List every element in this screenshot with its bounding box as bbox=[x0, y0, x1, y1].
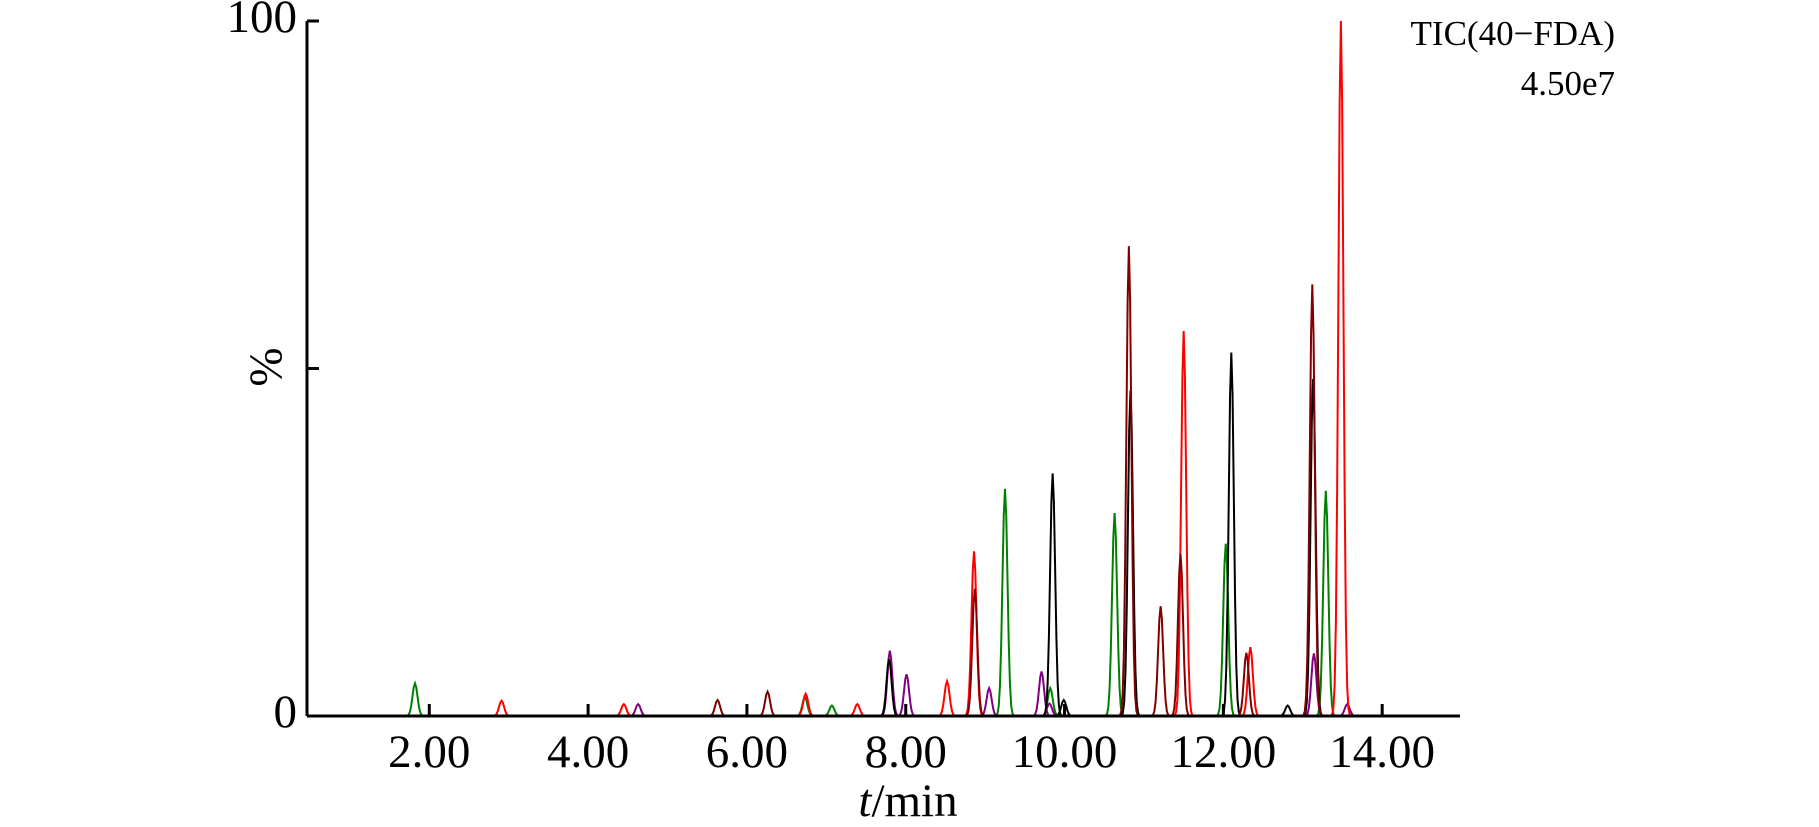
x-tick-label: 10.00 bbox=[1012, 726, 1118, 778]
x-tick-label: 4.00 bbox=[547, 726, 629, 778]
series bbox=[705, 246, 1325, 717]
x-axis-unit: /min bbox=[871, 775, 957, 827]
x-tick-label: 2.00 bbox=[388, 726, 470, 778]
peak bbox=[1029, 671, 1055, 717]
annotation: 4.50e7 bbox=[1521, 64, 1615, 103]
x-tick-label: 6.00 bbox=[706, 726, 788, 778]
peak bbox=[489, 698, 515, 717]
annotation: TIC(40−FDA) bbox=[1411, 14, 1615, 53]
peak bbox=[876, 658, 902, 717]
peak bbox=[1299, 284, 1325, 717]
peak bbox=[962, 588, 988, 717]
peak bbox=[1334, 702, 1360, 717]
peak bbox=[961, 551, 987, 717]
x-axis-label: t/min bbox=[858, 775, 957, 827]
y-axis-label: % bbox=[240, 347, 292, 386]
series bbox=[876, 352, 1326, 717]
peak bbox=[1148, 606, 1174, 717]
x-tick-label: 8.00 bbox=[865, 726, 947, 778]
x-tick-label: 14.00 bbox=[1329, 726, 1435, 778]
peak bbox=[1275, 704, 1301, 717]
series bbox=[402, 488, 1339, 717]
peak bbox=[1116, 246, 1142, 717]
peak bbox=[1328, 20, 1354, 717]
peak bbox=[402, 680, 428, 717]
peak bbox=[844, 702, 870, 717]
y-tick-label: 0 bbox=[274, 686, 298, 738]
x-tick-label: 12.00 bbox=[1170, 726, 1276, 778]
y-tick-label: 100 bbox=[227, 0, 298, 43]
peak bbox=[792, 695, 818, 717]
peak bbox=[705, 698, 731, 717]
peak bbox=[992, 488, 1018, 717]
peak bbox=[755, 689, 781, 717]
x-axis-variable: t bbox=[858, 775, 872, 827]
peak bbox=[1171, 330, 1197, 717]
peak bbox=[934, 677, 960, 717]
peak bbox=[819, 704, 845, 717]
